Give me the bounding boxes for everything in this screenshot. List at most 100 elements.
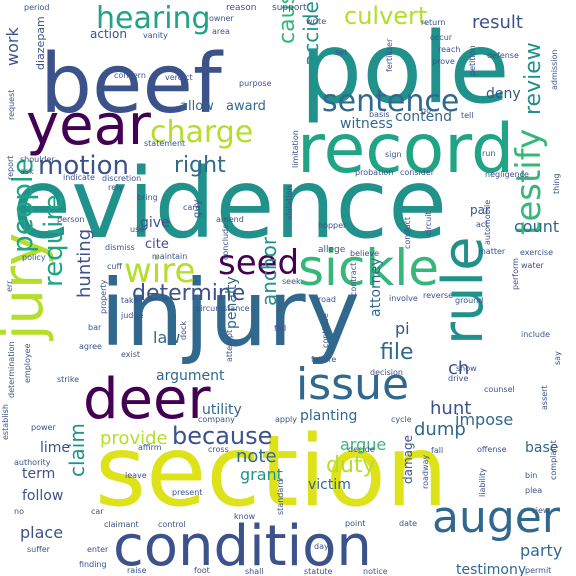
cloud-word-perform: perform: [511, 258, 520, 290]
cloud-word-contract: contract: [349, 263, 358, 296]
cloud-word-deer: deer: [83, 367, 211, 432]
cloud-word-year: year: [26, 93, 152, 158]
cloud-word-party: party: [520, 541, 562, 560]
cloud-word-roadway: roadway: [421, 455, 430, 489]
cloud-word-limitation: limitation: [291, 130, 300, 168]
cloud-word-period: period: [24, 3, 49, 12]
cloud-word-occur: occur: [430, 33, 453, 42]
cloud-word-foot: foot: [194, 566, 210, 575]
cloud-word-continue: continue: [321, 313, 330, 348]
cloud-word-raise: raise: [127, 566, 147, 575]
cloud-word-statute: statute: [304, 567, 333, 576]
cloud-word-motion: motion: [38, 151, 129, 181]
cloud-word-no: no: [14, 507, 24, 516]
cloud-word-leave: leave: [125, 471, 147, 480]
cloud-word-injury: injury: [100, 260, 360, 367]
cloud-word-right: right: [174, 153, 226, 178]
cloud-word-power: power: [31, 423, 56, 432]
cloud-word-return: return: [421, 18, 445, 27]
cloud-word-grant: grant: [240, 465, 283, 484]
cloud-word-claim: claim: [65, 423, 89, 477]
cloud-word-concern: concern: [114, 71, 146, 80]
cloud-word-pi: pi: [395, 319, 410, 338]
cloud-word-shall: shall: [245, 567, 264, 576]
cloud-word-bar: bar: [88, 323, 102, 332]
cloud-word-argument: argument: [156, 368, 225, 384]
cloud-word-work: work: [3, 27, 22, 66]
cloud-word-complaint: complaint: [549, 440, 558, 480]
cloud-word-term: term: [22, 466, 55, 482]
cloud-word-hunting: hunting: [74, 229, 95, 298]
cloud-word-authority: authority: [14, 458, 51, 467]
cloud-word-know: know: [234, 512, 256, 521]
cloud-word-company: company: [198, 415, 235, 424]
cloud-word-say: say: [553, 351, 562, 365]
cloud-word-date: date: [399, 519, 417, 528]
cloud-word-negligence: negligence: [485, 170, 529, 179]
cloud-word-damage: damage: [401, 435, 415, 484]
cloud-word-care: care: [183, 203, 200, 212]
cloud-word-point: point: [345, 519, 365, 528]
cloud-word-diazepam: diazepam: [34, 16, 47, 70]
cloud-word-anchor: anchor: [257, 236, 281, 306]
cloud-word-support: support: [272, 3, 307, 13]
cloud-word-establish: establish: [1, 404, 10, 440]
cloud-word-circuit: circuit: [424, 211, 433, 236]
cloud-word-present: present: [172, 488, 202, 497]
cloud-word-rule: rule: [431, 236, 496, 345]
cloud-word-cite: cite: [145, 237, 169, 252]
cloud-word-liability: liability: [478, 468, 487, 497]
cloud-word-sickle: sickle: [298, 239, 439, 297]
cloud-word-hopper: hopper: [318, 221, 347, 230]
cloud-word-vanity: vanity: [143, 31, 168, 40]
cloud-word-verdict: verdict: [165, 73, 193, 82]
cloud-word-policy: policy: [22, 253, 46, 262]
cloud-word-ground: ground: [455, 296, 483, 305]
cloud-word-hunt: hunt: [430, 398, 471, 419]
cloud-word-determine: determine: [132, 281, 245, 306]
cloud-word-base: base: [525, 440, 558, 456]
cloud-word-thing: thing: [552, 173, 561, 194]
cloud-word-culvert: culvert: [344, 2, 427, 30]
cloud-word-jury: jury: [0, 233, 56, 342]
cloud-word-decide: decide: [348, 445, 375, 454]
cloud-word-evidence: evidence: [12, 148, 447, 260]
cloud-word-judge: judge: [120, 311, 143, 320]
cloud-word-indicate: indicate: [63, 173, 95, 182]
cloud-word-conclude: conclude: [221, 224, 230, 260]
cloud-word-review: review: [521, 42, 546, 115]
cloud-word-planting: planting: [300, 408, 357, 424]
cloud-word-victim: victim: [308, 477, 351, 493]
cloud-word-record: record: [297, 110, 514, 189]
cloud-word-car: car: [91, 507, 104, 516]
cloud-word-control: control: [158, 520, 186, 529]
cloud-word-dock: dock: [179, 321, 188, 340]
cloud-word-run: run: [482, 149, 495, 158]
cloud-word-determination: determination: [7, 341, 16, 398]
cloud-word-duty: duty: [326, 453, 376, 478]
cloud-word-counsel: counsel: [484, 385, 515, 394]
cloud-word-law: law: [153, 328, 180, 347]
cloud-word-apply: apply: [275, 415, 297, 424]
cloud-word-dump: dump: [414, 419, 466, 440]
cloud-word-pole: pole: [300, 12, 510, 126]
cloud-word-road: road: [318, 295, 336, 304]
cloud-word-tell: tell: [461, 111, 474, 120]
cloud-word-plea: plea: [525, 486, 542, 495]
cloud-word-request: request: [7, 90, 16, 120]
cloud-word-owner: owner: [209, 14, 234, 23]
cloud-word-section: section: [95, 415, 448, 529]
cloud-word-beef: beef: [40, 37, 224, 132]
cloud-word-water: water: [521, 261, 545, 270]
cloud-word-hearing: hearing: [96, 1, 211, 36]
cloud-word-circumstance: circumstance: [196, 304, 250, 313]
cloud-word-assert: assert: [540, 385, 549, 410]
cloud-word-condition: condition: [113, 514, 372, 576]
cloud-word-because: because: [172, 422, 272, 450]
cloud-word-claimant: claimant: [104, 520, 139, 529]
cloud-word-cycle: cycle: [391, 415, 412, 424]
cloud-word-purpose: purpose: [239, 79, 272, 88]
cloud-word-lime: lime: [40, 440, 70, 456]
cloud-word-probation: probation: [355, 168, 393, 177]
cloud-word-attempt: attempt: [225, 330, 234, 362]
